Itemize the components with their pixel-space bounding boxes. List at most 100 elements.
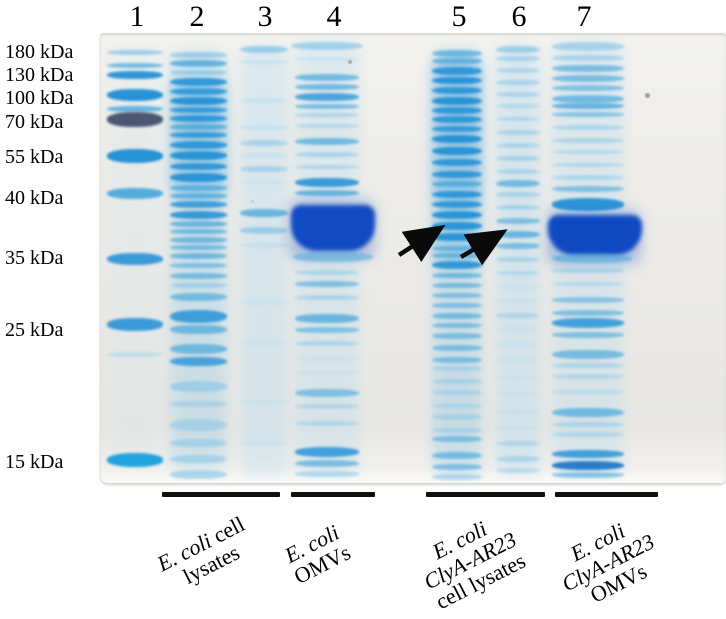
protein-band xyxy=(107,253,163,265)
protein-band xyxy=(496,92,540,97)
protein-band xyxy=(295,371,359,375)
protein-band xyxy=(295,84,359,90)
protein-band xyxy=(240,60,288,64)
protein-band xyxy=(496,205,540,210)
protein-band xyxy=(432,313,482,319)
protein-band xyxy=(432,50,482,57)
protein-band xyxy=(432,77,482,84)
group-underline-1 xyxy=(162,492,280,497)
mw-label-130-kda: 130 kDa xyxy=(5,64,74,86)
protein-band xyxy=(107,50,163,55)
protein-band xyxy=(432,345,482,351)
mw-label-180-kda: 180 kDa xyxy=(5,41,74,63)
protein-band xyxy=(432,201,482,208)
protein-band xyxy=(240,243,288,248)
protein-band xyxy=(432,464,482,470)
protein-band xyxy=(107,112,163,127)
protein-band xyxy=(496,218,540,224)
protein-band xyxy=(170,141,227,149)
mw-label-55-kda: 55 kDa xyxy=(5,146,64,168)
protein-band xyxy=(107,188,163,199)
protein-band xyxy=(432,246,482,251)
protein-band xyxy=(552,163,624,167)
protein-band xyxy=(432,428,482,433)
protein-band xyxy=(552,268,624,273)
lane-number-1: 1 xyxy=(129,0,145,33)
protein-band xyxy=(240,45,288,475)
protein-band xyxy=(240,125,288,130)
protein-band xyxy=(432,357,482,363)
protein-band xyxy=(496,80,540,85)
protein-band xyxy=(496,327,540,331)
protein-band xyxy=(496,143,540,148)
protein-band xyxy=(552,175,624,180)
protein-band xyxy=(432,293,482,298)
protein-band xyxy=(293,252,373,262)
protein-band xyxy=(107,106,163,112)
protein-band xyxy=(432,303,482,308)
protein-band xyxy=(432,171,482,178)
protein-band xyxy=(496,358,540,362)
protein-band xyxy=(496,180,540,187)
lane-number-5: 5 xyxy=(451,0,467,33)
protein-band xyxy=(432,261,482,269)
protein-band xyxy=(295,74,359,81)
protein-band xyxy=(170,193,227,199)
protein-band xyxy=(496,117,540,121)
protein-band xyxy=(170,293,227,301)
protein-band xyxy=(496,156,540,161)
protein-band xyxy=(295,281,359,287)
protein-band xyxy=(170,70,227,75)
protein-band xyxy=(496,243,540,249)
protein-band xyxy=(170,124,227,130)
protein-band xyxy=(170,263,227,268)
lane-7-ecoli-clya-ar23-omvs xyxy=(546,33,642,483)
protein-band xyxy=(552,472,624,478)
protein-band xyxy=(170,163,227,170)
protein-band xyxy=(170,211,227,219)
protein-band xyxy=(432,390,482,395)
protein-band xyxy=(240,140,288,146)
protein-band xyxy=(496,441,540,446)
protein-band xyxy=(432,181,482,187)
protein-band xyxy=(170,273,227,279)
protein-band xyxy=(107,71,163,79)
protein-band xyxy=(432,273,482,278)
protein-band xyxy=(432,58,482,64)
protein-band xyxy=(170,439,227,447)
protein-band xyxy=(291,42,363,50)
lane-4-ecoli-omvs xyxy=(288,33,376,483)
lane-number-4: 4 xyxy=(326,0,342,33)
protein-band xyxy=(240,209,288,217)
protein-band xyxy=(170,253,227,259)
protein-band xyxy=(552,198,624,211)
protein-band xyxy=(170,455,227,463)
protein-band xyxy=(240,153,288,158)
protein-band xyxy=(170,132,227,138)
protein-band xyxy=(107,318,163,331)
lane-2-ecoli-cell-lysate xyxy=(170,33,227,483)
protein-band xyxy=(170,283,227,288)
protein-band xyxy=(295,421,359,426)
protein-band xyxy=(295,404,359,409)
protein-band xyxy=(170,201,227,208)
protein-band xyxy=(496,285,540,289)
protein-band xyxy=(432,474,482,480)
protein-band xyxy=(552,85,624,91)
protein-band xyxy=(295,178,359,187)
protein-band xyxy=(432,323,482,328)
protein-band xyxy=(496,56,540,61)
protein-band xyxy=(170,237,227,243)
protein-band xyxy=(170,310,227,323)
protein-band xyxy=(552,408,624,417)
protein-band xyxy=(496,257,540,262)
protein-band xyxy=(496,68,540,73)
mw-label-100-kda: 100 kDa xyxy=(5,87,74,109)
mw-label-15-kda: 15 kDa xyxy=(5,451,64,473)
protein-band xyxy=(552,138,624,143)
protein-band xyxy=(295,327,359,333)
protein-band xyxy=(295,389,359,397)
protein-band xyxy=(496,169,540,174)
protein-band xyxy=(170,88,227,95)
